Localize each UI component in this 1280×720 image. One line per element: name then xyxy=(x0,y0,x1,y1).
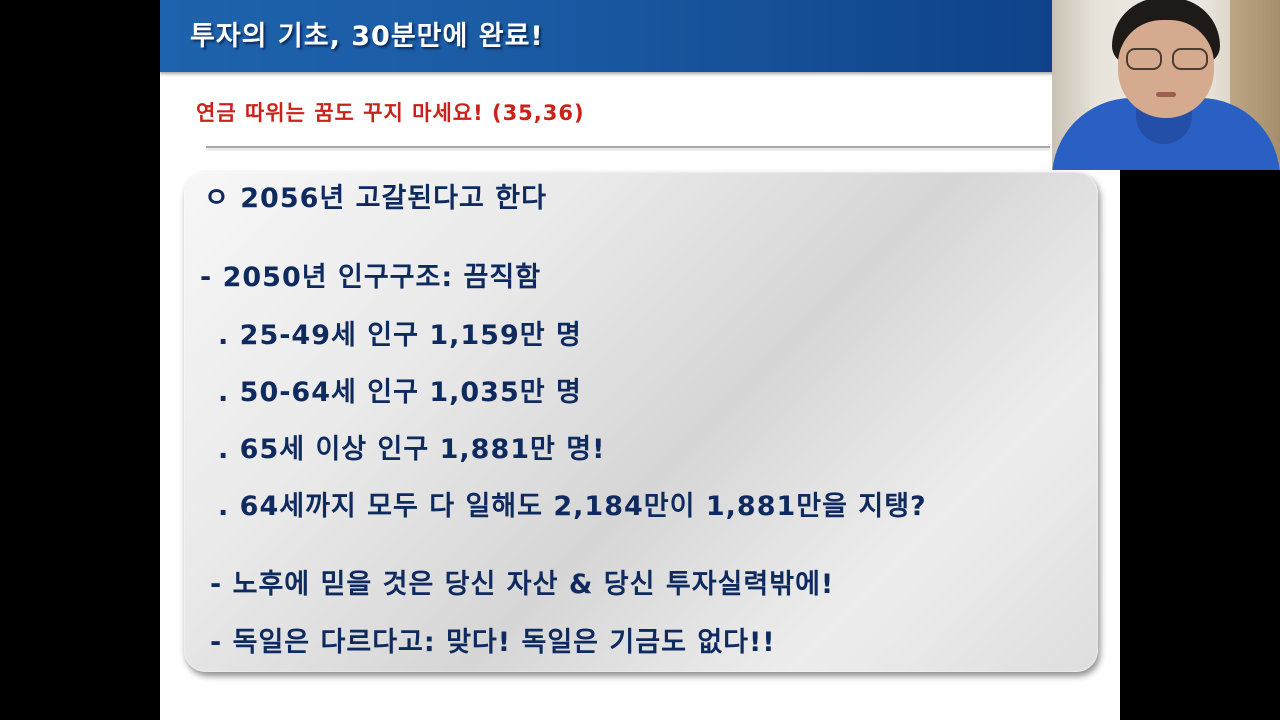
bullet-line: . 50-64세 인구 1,035만 명 xyxy=(218,377,582,408)
webcam-overlay xyxy=(1052,0,1280,170)
presenter-glasses xyxy=(1126,48,1208,70)
subtitle-divider xyxy=(206,146,1050,148)
slide-title-bar: 투자의 기초, 30분만에 완료! xyxy=(160,0,1120,72)
slide-title: 투자의 기초, 30분만에 완료! xyxy=(190,21,544,52)
glasses-lens-left xyxy=(1126,48,1162,70)
content-panel xyxy=(184,172,1098,672)
presenter-mouth xyxy=(1156,92,1176,97)
bullet-line: . 25-49세 인구 1,159만 명 xyxy=(218,320,582,351)
presentation-slide: 투자의 기초, 30분만에 완료! 연금 따위는 꿈도 꾸지 마세요! (35,… xyxy=(160,0,1120,720)
bullet-line: . 64세까지 모두 다 일해도 2,184만이 1,881만을 지탱? xyxy=(218,491,927,522)
bullet-line: ㅇ 2056년 고갈된다고 한다 xyxy=(204,183,547,214)
glasses-lens-right xyxy=(1172,48,1208,70)
bullet-line: - 독일은 다르다고: 맞다! 독일은 기금도 없다!! xyxy=(210,627,776,658)
bullet-line: - 노후에 믿을 것은 당신 자산 & 당신 투자실력밖에! xyxy=(210,569,835,600)
bullet-line: . 65세 이상 인구 1,881만 명! xyxy=(218,434,606,465)
bullet-line: - 2050년 인구구조: 끔직함 xyxy=(200,262,542,293)
slide-subtitle: 연금 따위는 꿈도 꾸지 마세요! (35,36) xyxy=(196,101,585,125)
